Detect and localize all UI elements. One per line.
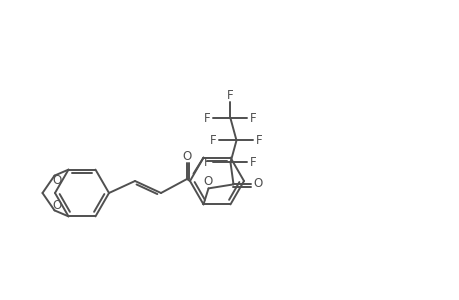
Text: O: O [53, 174, 62, 187]
Text: F: F [256, 134, 262, 147]
Text: O: O [53, 199, 62, 212]
Text: O: O [253, 177, 263, 190]
Text: F: F [210, 134, 216, 147]
Text: F: F [227, 89, 233, 102]
Text: O: O [203, 175, 213, 188]
Text: F: F [250, 156, 256, 169]
Text: F: F [204, 156, 210, 169]
Text: O: O [182, 149, 191, 163]
Text: F: F [250, 112, 256, 125]
Text: F: F [204, 112, 210, 125]
